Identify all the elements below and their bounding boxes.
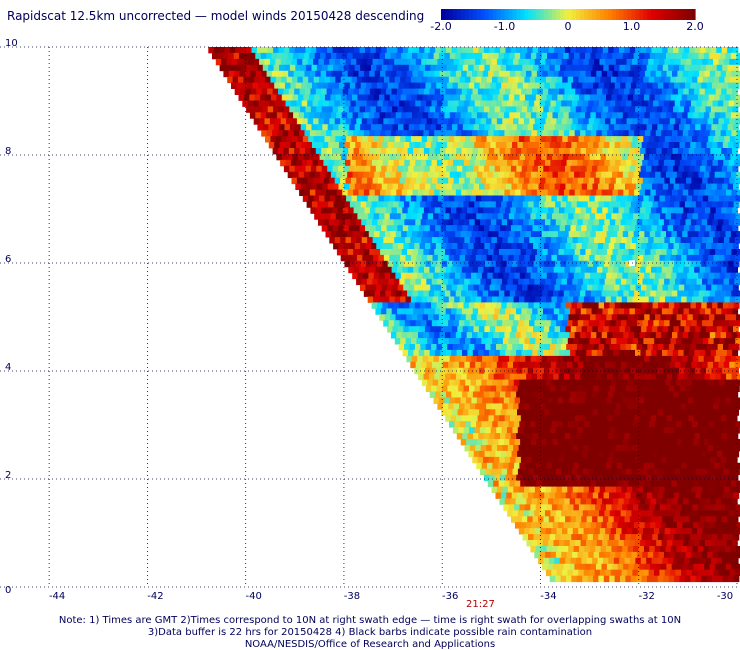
colorbar-segment (564, 9, 569, 20)
colorbar-segment (583, 9, 589, 20)
colorbar-segment (639, 9, 645, 20)
colorbar-tick-label: -1.0 (493, 20, 516, 33)
colorbar-segment (691, 9, 696, 20)
colorbar-segment (476, 9, 482, 20)
colorbar-segment (460, 9, 466, 20)
x-tick-label: -40 (245, 591, 262, 602)
colorbar-segment (472, 9, 478, 20)
x-tick-label: -42 (147, 591, 164, 602)
colorbar-segment (595, 9, 601, 20)
colorbar-segment (500, 9, 506, 20)
colorbar-segment (631, 9, 637, 20)
x-tick-label: -32 (638, 591, 655, 602)
y-tick-label: 10 (5, 38, 18, 49)
colorbar-segment (508, 9, 514, 20)
colorbar-segment (552, 9, 557, 20)
x-tick-label: -38 (343, 591, 361, 602)
y-tick-label: 0 (5, 585, 12, 596)
colorbar-segment (607, 9, 613, 20)
colorbar-segment (667, 9, 672, 20)
x-tick-label: -44 (48, 591, 66, 602)
colorbar-segment (556, 9, 561, 20)
colorbar-segment (444, 9, 450, 20)
colorbar-segment (591, 9, 597, 20)
colorbar-segment (568, 9, 573, 20)
colorbar-segment (679, 9, 684, 20)
colorbar-segment (441, 9, 446, 20)
colorbar-tick-label: -2.0 (430, 20, 452, 33)
colorbar-tick-label: 2.0 (686, 20, 704, 33)
colorbar-segment (571, 9, 577, 20)
colorbar-segment (683, 9, 688, 20)
colorbar-segment (520, 9, 525, 20)
y-tick-label: 2 (5, 470, 12, 481)
colorbar-segment (548, 9, 553, 20)
colorbar-segment (448, 9, 454, 20)
colorbar-segment (544, 9, 549, 20)
colorbar-segment (504, 9, 510, 20)
y-tick-label: 4 (5, 362, 12, 373)
map-title: Rapidscat 12.5km uncorrected — model win… (7, 9, 425, 23)
colorbar-segment (516, 9, 521, 20)
y-tick-label: 6 (5, 254, 12, 265)
note-line-3: NOAA/NESDIS/Office of Research and Appli… (244, 639, 496, 650)
x-tick-label: -34 (540, 591, 557, 602)
colorbar-segment (643, 9, 648, 20)
colorbar-segment (619, 9, 625, 20)
colorbar-segment (635, 9, 641, 20)
colorbar-segment (655, 9, 660, 20)
x-tick-label: -30 (716, 591, 734, 602)
missing-data-cell (628, 260, 635, 267)
colorbar-segment (524, 9, 529, 20)
swath-cells (208, 47, 740, 583)
colorbar-segment (492, 9, 498, 20)
colorbar-segment (456, 9, 462, 20)
colorbar-segment (623, 9, 629, 20)
x-tick-label: -36 (442, 591, 459, 602)
colorbar-segment (647, 9, 652, 20)
swath-time-label: 21:27 (466, 599, 495, 610)
colorbar-segment (488, 9, 494, 20)
colorbar-segment (575, 9, 581, 20)
colorbar-segment (468, 9, 474, 20)
colorbar-tick-label: 1.0 (622, 20, 641, 33)
colorbar-segment (675, 9, 680, 20)
colorbar-segment (540, 9, 545, 20)
colorbar-tick-label: 0 (564, 20, 572, 33)
note-line-1: Note: 1) Times are GMT 2)Times correspon… (58, 615, 682, 626)
colorbar-segment (528, 9, 533, 20)
colorbar-segment (579, 9, 585, 20)
colorbar-segment (687, 9, 692, 20)
colorbar-segment (464, 9, 470, 20)
y-tick-label: 8 (5, 146, 12, 157)
note-line-2: 3)Data buffer is 22 hrs for 20150428 4) … (147, 627, 593, 638)
colorbar-segment (659, 9, 664, 20)
colorbar-segment (671, 9, 676, 20)
colorbar-segment (603, 9, 609, 20)
colorbar-segment (452, 9, 458, 20)
colorbar-segment (512, 9, 518, 20)
colorbar-segment (627, 9, 633, 20)
colorbar-segment (663, 9, 668, 20)
colorbar-segment (484, 9, 490, 20)
colorbar-segment (496, 9, 502, 20)
colorbar-segment (587, 9, 593, 20)
colorbar-segment (599, 9, 605, 20)
colorbar-segment (615, 9, 621, 20)
colorbar-segment (480, 9, 486, 20)
colorbar-segment (651, 9, 656, 20)
colorbar-segment (611, 9, 617, 20)
colorbar-segment (560, 9, 565, 20)
colorbar-segment (536, 9, 541, 20)
colorbar-segment (532, 9, 537, 20)
